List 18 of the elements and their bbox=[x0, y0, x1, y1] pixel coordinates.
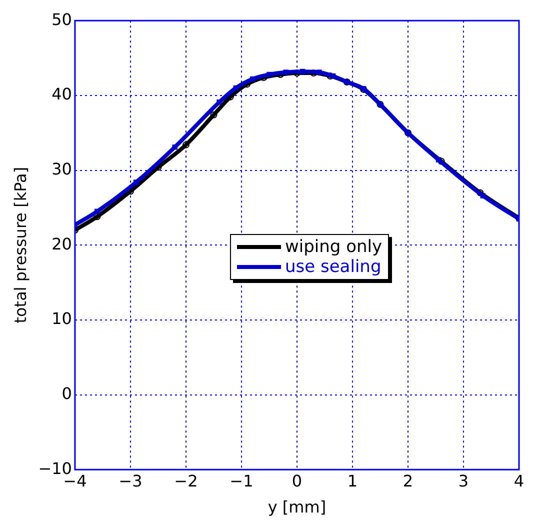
x-axis-title: y [mm] bbox=[268, 498, 326, 517]
y-axis-title: total pressure [kPa] bbox=[10, 166, 30, 324]
x-tick-label: 0 bbox=[292, 471, 302, 490]
y-tick-label: 20 bbox=[52, 234, 72, 254]
y-tick-label: 0 bbox=[62, 384, 72, 403]
x-tick-label: −2 bbox=[174, 471, 198, 490]
x-tick-label: −1 bbox=[230, 471, 254, 490]
y-tick-label: 30 bbox=[52, 159, 72, 178]
x-tick-label: 1 bbox=[347, 471, 358, 490]
y-tick-label: 40 bbox=[52, 84, 72, 104]
legend-label: wiping only bbox=[285, 237, 382, 257]
y-tick-label: 50 bbox=[52, 10, 72, 29]
y-tick-label: 10 bbox=[52, 309, 72, 328]
x-tick-label: 4 bbox=[514, 471, 524, 490]
legend-label: use sealing bbox=[285, 257, 382, 277]
x-tick-label: 3 bbox=[458, 471, 469, 490]
x-tick-label: −3 bbox=[118, 471, 142, 490]
x-tick-label: 2 bbox=[402, 471, 414, 490]
